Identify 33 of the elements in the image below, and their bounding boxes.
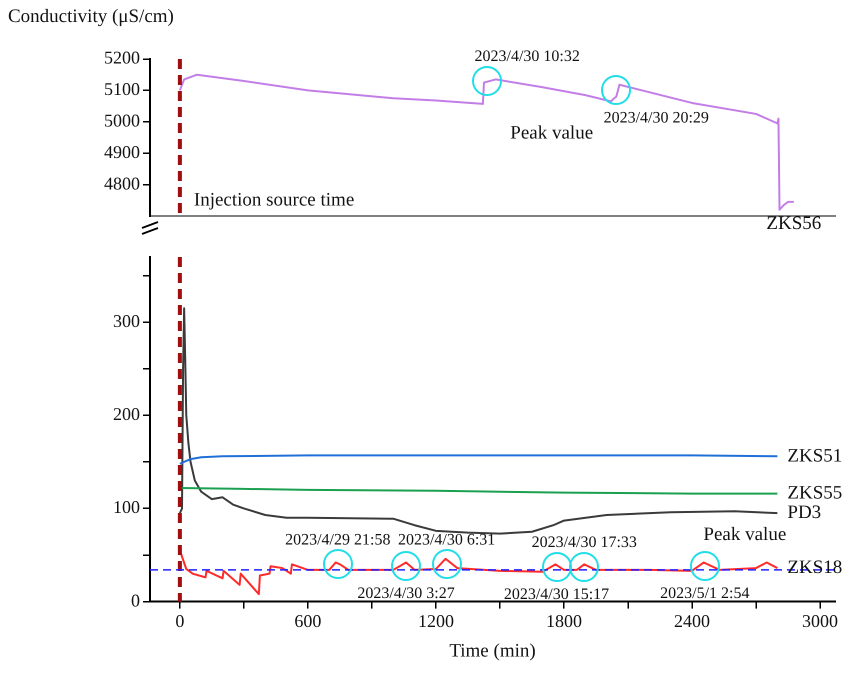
y-tick-label: 4800 [104, 173, 140, 194]
series-label: ZKS51 [787, 445, 842, 466]
x-tick-label: 1800 [546, 611, 582, 632]
y-tick-label: 5000 [104, 110, 140, 131]
y-tick-label: 200 [113, 404, 140, 424]
y-tick-label: 5200 [104, 48, 140, 68]
annotation: 2023/4/30 3:27 [357, 585, 455, 602]
series-label: ZKS18 [787, 557, 842, 578]
y-tick-label: 300 [113, 310, 140, 331]
x-tick-label: 1200 [418, 611, 454, 632]
annotation: Peak value [703, 524, 786, 546]
x-tick-label: 0 [175, 611, 184, 632]
series-label: ZKS56 [766, 212, 822, 234]
y-tick-label: 100 [113, 497, 140, 518]
x-tick-label: 2400 [674, 611, 710, 632]
y-axis-title: Conductivity (μS/cm) [8, 6, 174, 28]
annotation: 2023/5/1 2:54 [660, 585, 750, 602]
y-tick-label: 5100 [104, 79, 140, 100]
series-label: PD3 [787, 502, 822, 524]
y-tick-label: 4900 [104, 142, 140, 162]
y-tick-label: 0 [131, 590, 140, 610]
annotation: 2023/4/30 20:29 [604, 109, 709, 126]
annotation: 2023/4/30 6:31 [398, 531, 496, 548]
annotation: 2023/4/30 15:17 [504, 586, 610, 604]
x-tick-label: 3000 [802, 611, 838, 632]
annotation: 2023/4/30 17:33 [532, 534, 637, 552]
annotation: 2023/4/30 10:32 [474, 48, 580, 65]
ref-line-label: Injection source time [194, 189, 354, 210]
annotation: Peak value [510, 122, 594, 144]
x-tick-label: 600 [294, 611, 322, 632]
series-label: ZKS55 [787, 482, 842, 504]
annotation: 2023/4/29 21:58 [285, 531, 390, 548]
x-axis-title: Time (min) [449, 640, 536, 662]
